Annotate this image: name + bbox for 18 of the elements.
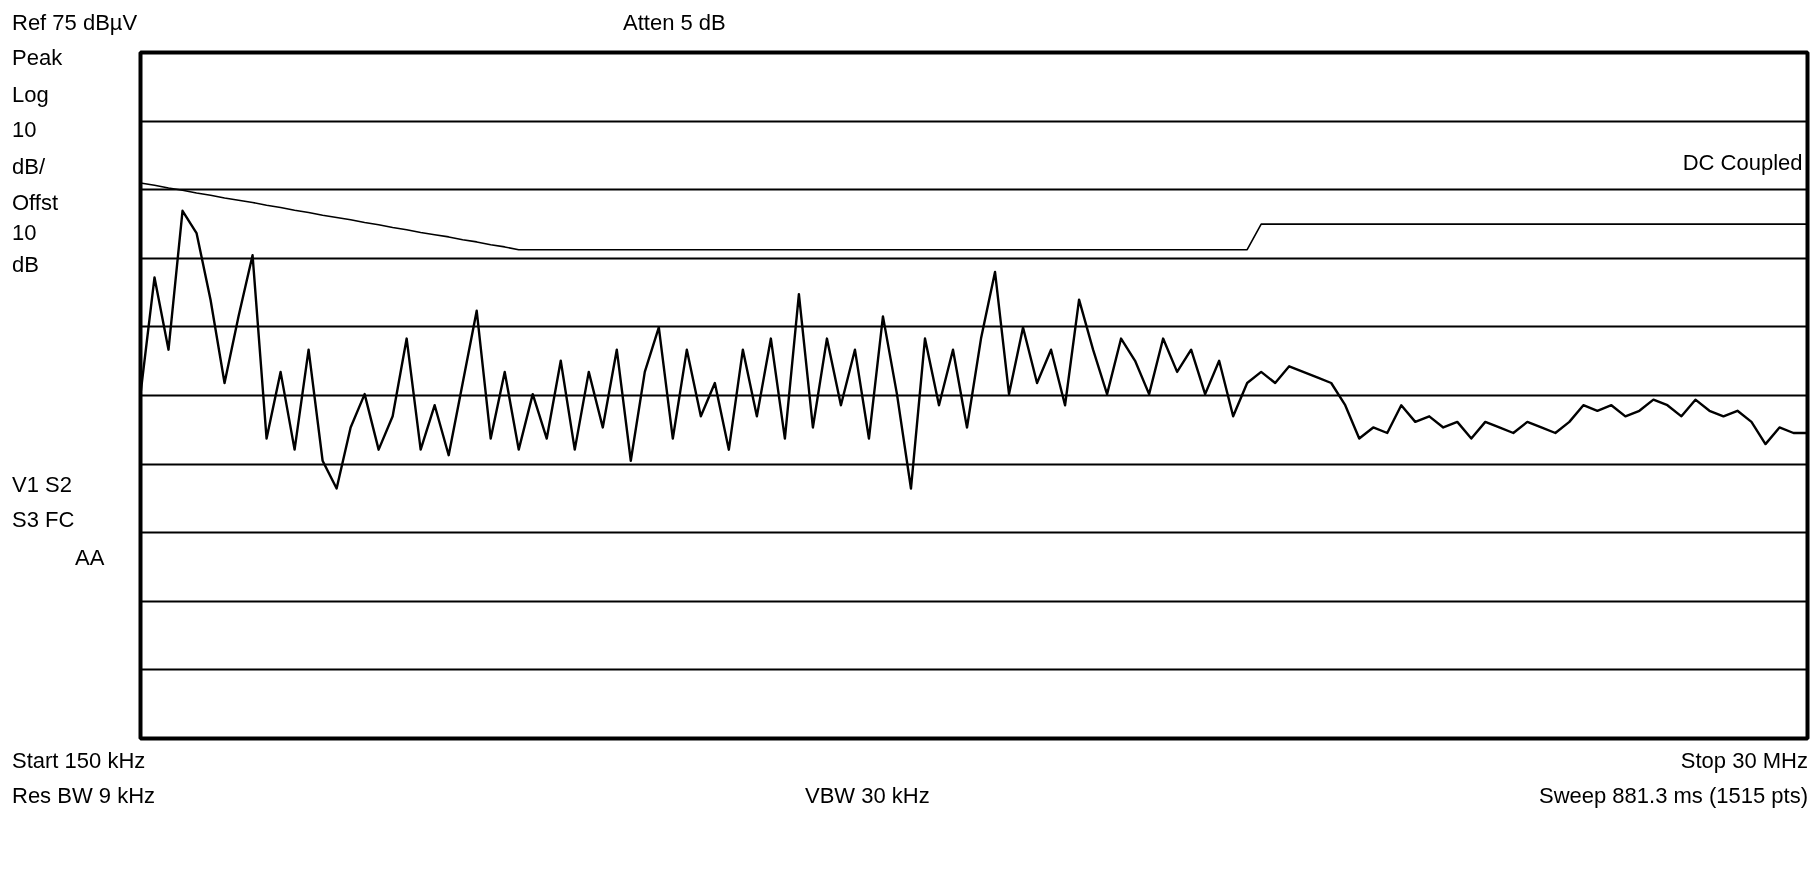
text: Atten 5 dB: [623, 10, 726, 36]
text: Stop 30 MHz: [1680, 748, 1808, 774]
text: Start 150 kHz: [12, 748, 146, 774]
text: dB/: [12, 154, 46, 180]
text: Sweep 881.3 ms (1515 pts): [1538, 783, 1808, 809]
text: Res BW 9 kHz: [12, 783, 156, 809]
text: Peak: [12, 45, 63, 71]
text: Log: [12, 82, 49, 108]
text: dB: [12, 252, 39, 278]
text: V1 S2: [12, 472, 72, 498]
text: S3 FC: [12, 507, 75, 533]
text: 10: [12, 220, 37, 246]
text: Ref 75 dBµV: [12, 10, 138, 36]
text: AA: [75, 545, 105, 571]
text: 10: [12, 117, 37, 143]
text: DC Coupled: [1682, 150, 1803, 175]
text: VBW 30 kHz: [805, 783, 930, 809]
text: Offst: [12, 190, 59, 216]
